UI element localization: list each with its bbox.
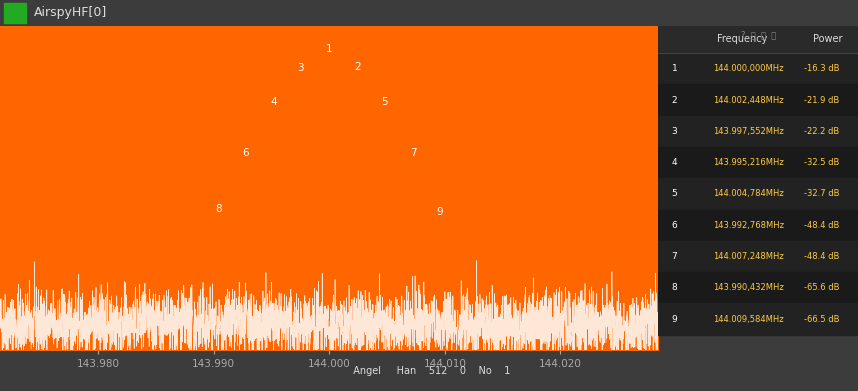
Text: 7: 7 [409,149,416,158]
Text: 6: 6 [672,221,677,230]
Text: 144.000,000MHz: 144.000,000MHz [713,64,783,73]
Bar [658,210,858,241]
Text: 4: 4 [672,158,677,167]
Text: 143.995,216MHz: 143.995,216MHz [713,158,783,167]
Text: 3: 3 [298,63,305,73]
Bar [658,84,858,116]
Text: 7: 7 [672,252,677,261]
Text: -16.3 dB: -16.3 dB [804,64,840,73]
Text: 9: 9 [437,207,444,217]
Text: -21.9 dB: -21.9 dB [805,95,840,104]
Text: 4: 4 [270,97,277,107]
Text: Frequency: Frequency [717,34,767,44]
Bar [658,272,858,303]
Text: CF:144.0000M SP:57.000k: CF:144.0000M SP:57.000k [7,35,142,45]
Text: Power: Power [813,34,843,44]
Text: 144.009,584MHz: 144.009,584MHz [713,315,783,324]
Text: -32.5 dB: -32.5 dB [805,158,840,167]
Bar [4,3,26,23]
Text: -66.5 dB: -66.5 dB [804,315,840,324]
Text: AirspyHF[0]: AirspyHF[0] [34,6,107,19]
Text: -48.4 dB: -48.4 dB [805,252,840,261]
Text: 143.992,768MHz: 143.992,768MHz [713,221,783,230]
Text: 2: 2 [672,95,677,104]
Text: 143.990,432MHz: 143.990,432MHz [713,283,783,292]
Text: 6: 6 [242,149,249,158]
Text: 5: 5 [381,97,388,108]
Text: 1: 1 [672,64,677,73]
Text: 2: 2 [354,62,361,72]
Bar [658,147,858,178]
Bar [658,241,858,272]
Text: 144.007,248MHz: 144.007,248MHz [713,252,783,261]
Text: Angel     Han    512    0    No    1: Angel Han 512 0 No 1 [347,366,511,376]
Text: 9: 9 [672,315,677,324]
Bar [658,178,858,210]
Text: 8: 8 [672,283,677,292]
Text: -65.6 dB: -65.6 dB [804,283,840,292]
Text: 144.002,448MHz: 144.002,448MHz [713,95,783,104]
Bar [658,303,858,335]
Text: -22.2 dB: -22.2 dB [805,127,840,136]
Text: ?  ⬜  ⬜  ⬜: ? ⬜ ⬜ ⬜ [740,30,776,39]
Text: -48.4 dB: -48.4 dB [805,221,840,230]
Text: -32.7 dB: -32.7 dB [804,190,840,199]
Text: 5: 5 [672,190,677,199]
Text: 143.997,552MHz: 143.997,552MHz [713,127,783,136]
Text: 1: 1 [326,44,333,54]
Bar [658,116,858,147]
Text: R:1: R:1 [4,8,33,18]
Bar [658,25,858,53]
Text: 144.004,784MHz: 144.004,784MHz [713,190,783,199]
Text: 3: 3 [672,127,677,136]
Bar [658,53,858,84]
Text: 8: 8 [215,204,222,214]
